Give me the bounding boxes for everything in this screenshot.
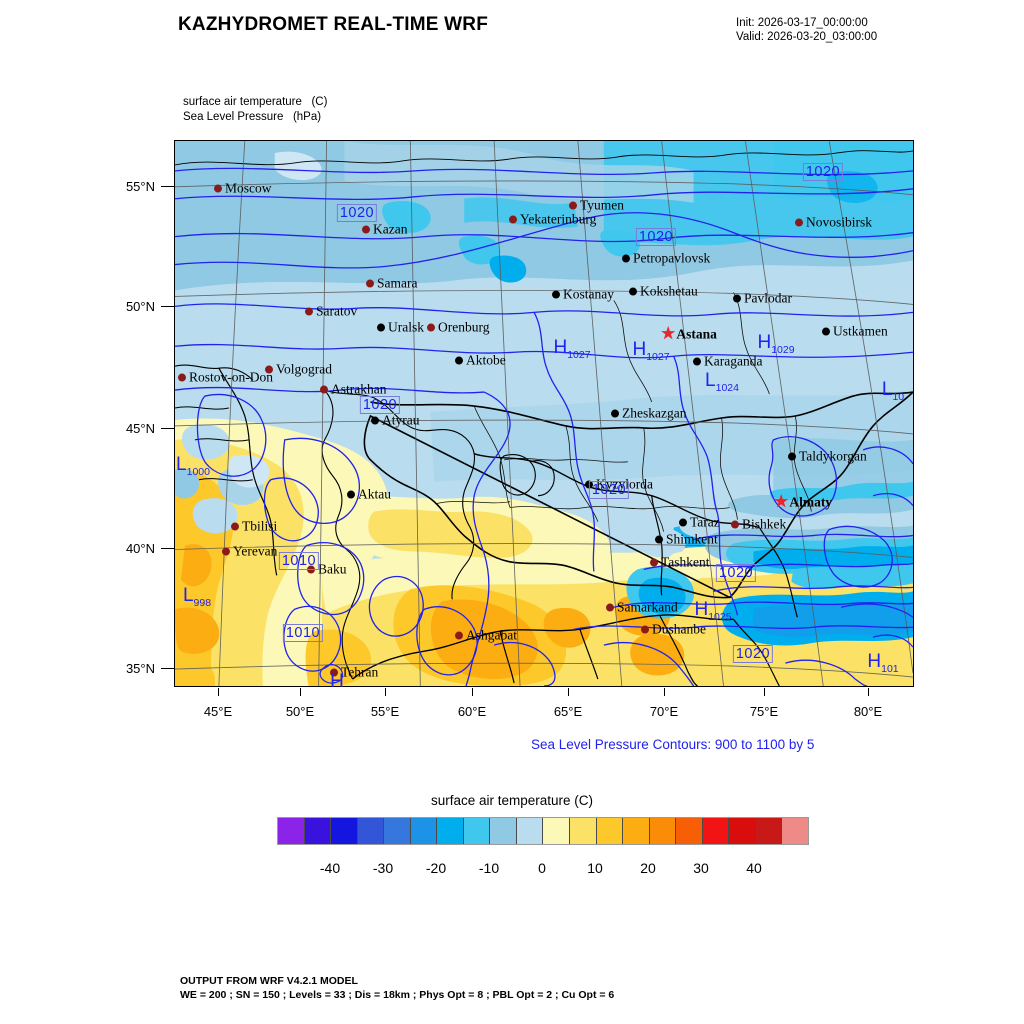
- temperature-colorbar[interactable]: [277, 817, 809, 845]
- lon-tick-45: [218, 688, 219, 696]
- colorbar-swatch-19: [782, 818, 808, 844]
- colorbar-swatch-12: [596, 818, 624, 844]
- lat-label-50: 50°N: [125, 299, 155, 314]
- lon-label-45: 45°E: [203, 704, 233, 719]
- colorbar-title: surface air temperature (C): [430, 793, 594, 808]
- colorbar-tick-0: 0: [538, 860, 546, 876]
- page-title: KAZHYDROMET REAL-TIME WRF: [178, 14, 489, 35]
- lat-label-35: 35°N: [125, 661, 155, 676]
- lon-label-65: 65°E: [553, 704, 583, 719]
- lat-tick-35: [161, 668, 174, 669]
- colorbar-swatch-8: [490, 818, 517, 844]
- colorbar-tick-40: 40: [746, 860, 762, 876]
- lat-label-40: 40°N: [125, 541, 155, 556]
- lon-tick-75: [764, 688, 765, 696]
- model-run-times: Init: 2026-03-17_00:00:00 Valid: 2026-03…: [736, 16, 877, 44]
- colorbar-swatch-7: [463, 818, 491, 844]
- colorbar-tick--20: -20: [425, 860, 447, 876]
- lat-tick-45: [161, 428, 174, 429]
- colorbar-swatch-10: [543, 818, 571, 844]
- valid-time-label: Valid: 2026-03-20_03:00:00: [736, 31, 878, 43]
- lat-tick-40: [161, 548, 174, 549]
- lon-tick-80: [868, 688, 869, 696]
- colorbar-swatch-2: [331, 818, 358, 844]
- lon-tick-70: [664, 688, 665, 696]
- colorbar-tick-20: 20: [640, 860, 656, 876]
- slp-contour-note: Sea Level Pressure Contours: 900 to 1100…: [531, 737, 815, 752]
- colorbar-tick-10: 10: [587, 860, 603, 876]
- lon-tick-60: [472, 688, 473, 696]
- lon-label-60: 60°E: [457, 704, 487, 719]
- init-time-label: Init: 2026-03-17_00:00:00: [736, 17, 868, 29]
- colorbar-swatch-1: [304, 818, 332, 844]
- colorbar-tick--40: -40: [319, 860, 341, 876]
- map-graphics: [175, 141, 913, 686]
- colorbar-swatch-5: [410, 818, 438, 844]
- colorbar-swatch-6: [437, 818, 464, 844]
- lat-tick-50: [161, 306, 174, 307]
- lat-label-55: 55°N: [125, 179, 155, 194]
- lon-tick-50: [300, 688, 301, 696]
- lon-label-75: 75°E: [749, 704, 779, 719]
- colorbar-swatch-18: [755, 818, 783, 844]
- lon-label-50: 50°E: [285, 704, 315, 719]
- colorbar-swatch-15: [676, 818, 703, 844]
- colorbar-swatch-13: [623, 818, 650, 844]
- lon-label-70: 70°E: [649, 704, 679, 719]
- colorbar-tick--10: -10: [478, 860, 500, 876]
- colorbar-tick-labels: -40 -30 -20 -10 0 10 20 30 40: [277, 860, 807, 882]
- colorbar-swatch-11: [570, 818, 597, 844]
- map-canvas[interactable]: [174, 140, 914, 687]
- colorbar-tick--30: -30: [372, 860, 394, 876]
- lon-tick-65: [568, 688, 569, 696]
- lat-label-45: 45°N: [125, 421, 155, 436]
- lon-label-55: 55°E: [370, 704, 400, 719]
- colorbar-swatch-4: [384, 818, 411, 844]
- field-caption: surface air temperature (C) Sea Level Pr…: [183, 96, 328, 123]
- lon-label-80: 80°E: [853, 704, 883, 719]
- colorbar-swatch-0: [278, 818, 305, 844]
- colorbar-swatch-14: [649, 818, 677, 844]
- colorbar-swatch-3: [357, 818, 385, 844]
- colorbar-swatch-17: [729, 818, 756, 844]
- lat-tick-55: [161, 186, 174, 187]
- colorbar-swatch-9: [516, 818, 544, 844]
- colorbar-tick-30: 30: [693, 860, 709, 876]
- lon-tick-55: [385, 688, 386, 696]
- colorbar-swatch-16: [702, 818, 730, 844]
- model-config-footer: OUTPUT FROM WRF V4.2.1 MODEL WE = 200 ; …: [180, 975, 615, 1001]
